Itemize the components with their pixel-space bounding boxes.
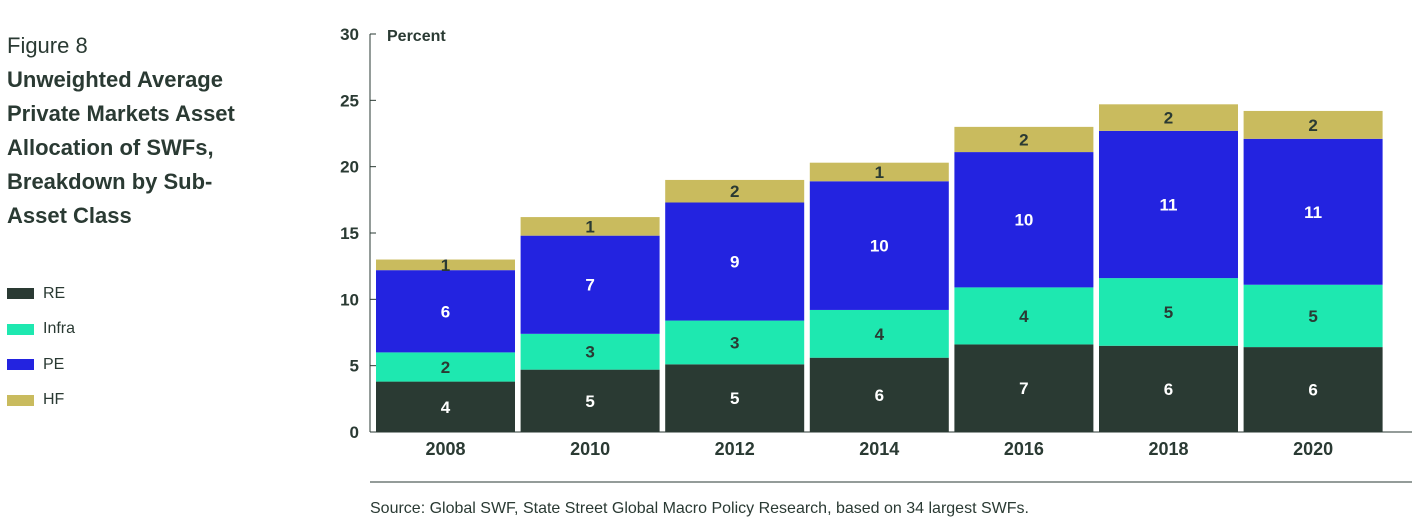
bar-re-2008	[376, 381, 515, 432]
data-label-infra-2020: 5	[1308, 307, 1317, 326]
data-label-infra-2012: 3	[730, 333, 739, 352]
legend-swatch-re	[7, 288, 34, 300]
x-tick-label: 2020	[1293, 439, 1333, 459]
x-tick-label: 2016	[1004, 439, 1044, 459]
legend: RE Infra PE HF	[7, 276, 75, 418]
bar-pe-2008	[376, 270, 515, 353]
legend-label-hf: HF	[43, 391, 65, 409]
figure-title: Unweighted Average Private Markets Asset…	[7, 67, 235, 228]
bar-hf-2020	[1243, 110, 1383, 139]
bar-pe-2018	[1099, 130, 1238, 279]
source-note: Source: Global SWF, State Street Global …	[370, 500, 1029, 517]
data-label-hf-2012: 2	[730, 182, 739, 201]
bar-re-2016	[954, 344, 1094, 432]
data-label-re-2012: 5	[730, 389, 739, 408]
legend-swatch-infra	[7, 323, 34, 335]
y-tick-label: 5	[350, 357, 359, 376]
data-label-hf-2018: 2	[1164, 109, 1173, 128]
legend-item-hf: HF	[7, 383, 75, 419]
data-label-re-2018: 6	[1164, 380, 1173, 399]
bar-pe-2010	[520, 235, 660, 334]
data-label-pe-2016: 10	[1014, 211, 1033, 230]
legend-swatch-pe	[7, 359, 34, 371]
data-label-re-2020: 6	[1308, 381, 1317, 400]
legend-label-infra: Infra	[43, 320, 76, 338]
data-label-re-2014: 6	[875, 386, 884, 405]
bar-pe-2012	[665, 202, 805, 321]
data-label-pe-2018: 11	[1160, 195, 1178, 214]
data-label-re-2016: 7	[1019, 379, 1028, 398]
data-label-hf-2010: 1	[585, 217, 594, 236]
bar-pe-2020	[1243, 138, 1383, 285]
bar-infra-2014	[809, 309, 949, 358]
y-tick-label: 15	[340, 224, 359, 243]
x-tick-label: 2008	[425, 439, 465, 459]
legend-swatch-hf	[7, 394, 34, 406]
legend-item-infra: Infra	[7, 312, 75, 348]
bar-hf-2012	[665, 179, 805, 203]
bar-hf-2018	[1099, 104, 1238, 131]
x-tick-label: 2014	[859, 439, 899, 459]
bar-hf-2014	[809, 162, 949, 182]
legend-label-pe: PE	[43, 355, 65, 373]
figure-label: Figure 8	[7, 33, 88, 58]
legend-label-re: RE	[43, 284, 66, 302]
data-label-pe-2014: 10	[870, 237, 889, 256]
bar-hf-2008	[376, 259, 515, 271]
data-label-infra-2010: 3	[585, 343, 594, 362]
legend-item-re: RE	[7, 276, 75, 312]
y-tick-label: 0	[350, 423, 359, 442]
data-label-re-2008: 4	[441, 398, 451, 417]
bar-infra-2008	[376, 352, 515, 382]
y-tick-label: 20	[340, 158, 359, 177]
y-tick-label: 10	[340, 290, 359, 309]
data-label-hf-2014: 1	[875, 163, 884, 182]
bar-pe-2016	[954, 152, 1094, 288]
bar-re-2010	[520, 369, 660, 432]
bar-infra-2020	[1243, 284, 1383, 348]
bar-infra-2018	[1099, 278, 1238, 346]
data-label-pe-2010: 7	[585, 276, 594, 295]
bar-re-2012	[665, 364, 805, 432]
y-axis-label: Percent	[387, 28, 446, 45]
data-label-hf-2020: 2	[1308, 116, 1317, 135]
data-label-hf-2016: 2	[1019, 130, 1028, 149]
bar-infra-2012	[665, 320, 805, 365]
data-label-infra-2018: 5	[1164, 303, 1173, 322]
data-label-pe-2008: 6	[441, 302, 450, 321]
bar-infra-2010	[520, 333, 660, 370]
y-tick-label: 25	[340, 91, 359, 110]
x-tick-label: 2012	[715, 439, 755, 459]
bar-pe-2014	[809, 181, 949, 310]
data-label-hf-2008: 1	[441, 256, 450, 275]
data-label-re-2010: 5	[585, 392, 594, 411]
data-label-pe-2020: 11	[1304, 203, 1322, 222]
bar-re-2020	[1243, 347, 1383, 432]
x-tick-label: 2010	[570, 439, 610, 459]
data-label-infra-2014: 4	[875, 325, 885, 344]
y-tick-label: 30	[340, 25, 359, 44]
bar-re-2014	[809, 357, 949, 432]
data-label-infra-2008: 2	[441, 358, 450, 377]
bar-hf-2010	[520, 217, 660, 236]
bar-hf-2016	[954, 126, 1094, 153]
bar-re-2018	[1099, 345, 1238, 432]
legend-item-pe: PE	[7, 347, 75, 383]
bar-infra-2016	[954, 287, 1094, 345]
data-label-pe-2012: 9	[730, 253, 739, 272]
data-label-infra-2016: 4	[1019, 307, 1029, 326]
x-tick-label: 2018	[1148, 439, 1188, 459]
